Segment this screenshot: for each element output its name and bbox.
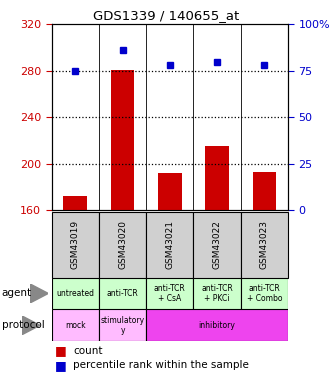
Text: mock: mock xyxy=(65,321,86,330)
Bar xyxy=(99,278,146,309)
Text: anti-TCR
+ Combo: anti-TCR + Combo xyxy=(247,284,282,303)
Text: anti-TCR: anti-TCR xyxy=(107,289,139,298)
Text: GSM43019: GSM43019 xyxy=(71,220,80,269)
Bar xyxy=(99,309,146,341)
Text: GDS1339 / 140655_at: GDS1339 / 140655_at xyxy=(93,9,240,22)
Text: anti-TCR
+ PKCi: anti-TCR + PKCi xyxy=(201,284,233,303)
Text: ■: ■ xyxy=(55,344,67,357)
Text: count: count xyxy=(73,346,103,356)
Bar xyxy=(146,278,193,309)
Bar xyxy=(99,212,146,278)
Polygon shape xyxy=(30,284,48,303)
Bar xyxy=(205,146,229,210)
Bar xyxy=(52,278,99,309)
Bar xyxy=(252,172,276,210)
Bar xyxy=(52,309,99,341)
Bar xyxy=(52,212,99,278)
Bar xyxy=(146,212,193,278)
Text: GSM43020: GSM43020 xyxy=(118,220,127,269)
Text: stimulatory
y: stimulatory y xyxy=(101,316,145,335)
Text: percentile rank within the sample: percentile rank within the sample xyxy=(73,360,249,370)
Text: protocol: protocol xyxy=(2,320,44,330)
Bar xyxy=(193,278,241,309)
Text: GSM43023: GSM43023 xyxy=(260,220,269,269)
Text: agent: agent xyxy=(2,288,32,298)
Bar xyxy=(241,212,288,278)
Bar xyxy=(158,173,182,210)
Text: GSM43022: GSM43022 xyxy=(212,220,222,269)
Bar xyxy=(146,309,288,341)
Bar xyxy=(241,278,288,309)
Text: inhibitory: inhibitory xyxy=(199,321,235,330)
Polygon shape xyxy=(22,316,40,335)
Bar xyxy=(193,212,241,278)
Text: untreated: untreated xyxy=(56,289,94,298)
Text: anti-TCR
+ CsA: anti-TCR + CsA xyxy=(154,284,186,303)
Text: GSM43021: GSM43021 xyxy=(165,220,174,269)
Bar xyxy=(64,196,87,210)
Text: ■: ■ xyxy=(55,358,67,372)
Bar xyxy=(111,70,134,210)
